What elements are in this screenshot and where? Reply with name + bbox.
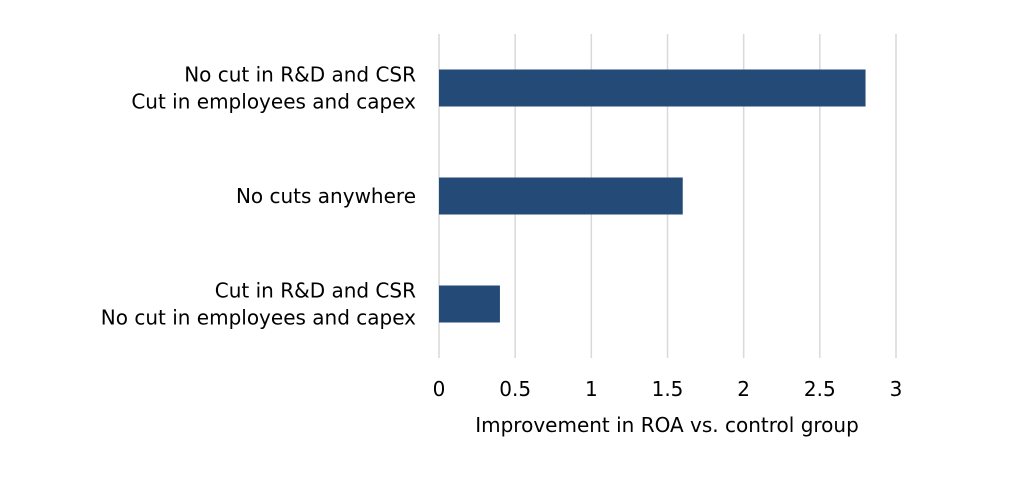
- x-tick-label: 2: [737, 377, 750, 401]
- x-axis-title: Improvement in ROA vs. control group: [475, 413, 859, 437]
- category-label: No cut in R&D and CSR: [184, 63, 416, 87]
- bars: [439, 69, 866, 323]
- category-label: No cuts anywhere: [236, 184, 416, 208]
- category-label: Cut in employees and capex: [131, 90, 416, 114]
- x-tick-label: 0: [433, 377, 446, 401]
- x-tick-label: 0.5: [499, 377, 531, 401]
- bar: [439, 69, 866, 107]
- category-label: No cut in employees and capex: [101, 306, 416, 330]
- x-tick-label: 3: [890, 377, 903, 401]
- category-labels: No cut in R&D and CSR Cut in employees an…: [101, 63, 416, 330]
- x-tick-label: 1.5: [652, 377, 684, 401]
- bar: [439, 285, 500, 323]
- x-tick-label: 1: [585, 377, 598, 401]
- category-label: Cut in R&D and CSR: [215, 279, 416, 303]
- bar: [439, 177, 683, 215]
- x-tick-label: 2.5: [804, 377, 836, 401]
- x-tick-labels: 0 0.5 1 1.5 2 2.5 3: [433, 377, 903, 401]
